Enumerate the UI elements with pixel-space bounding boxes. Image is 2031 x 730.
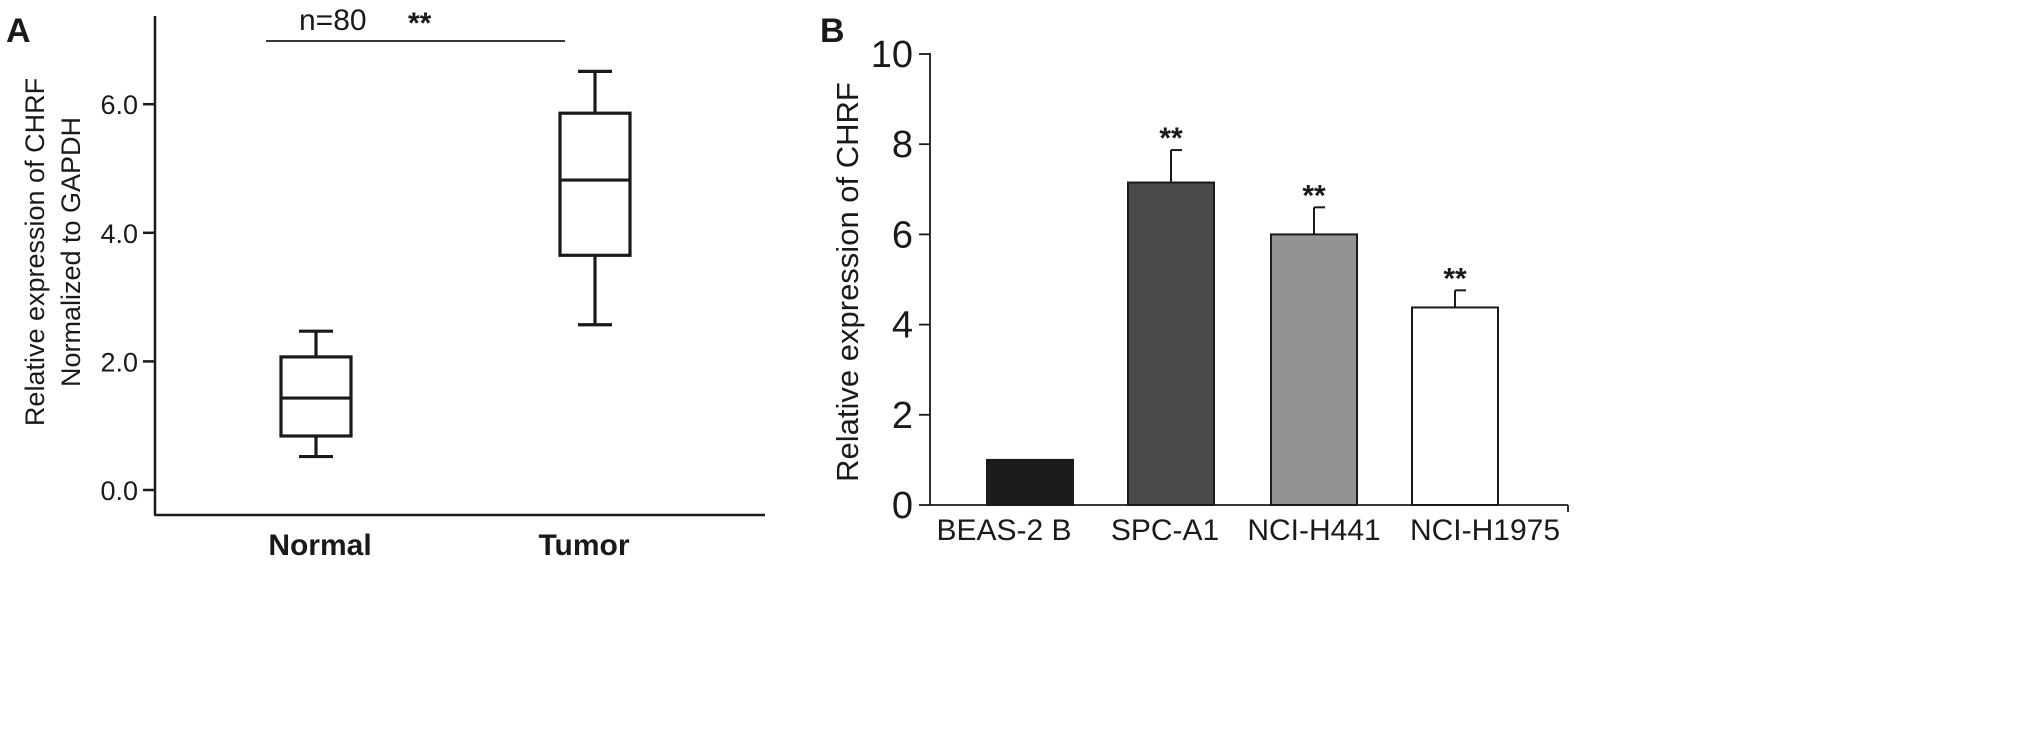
panel-a-significance: ** <box>408 7 432 40</box>
box-body <box>279 355 353 438</box>
panel-b-x-tick-label: SPC-A1 <box>1111 514 1219 547</box>
bar-group-1: ** <box>1127 122 1215 506</box>
panel-a-boxes <box>279 69 632 459</box>
box-normal <box>279 329 353 459</box>
bar <box>986 458 1074 506</box>
panel-a-box-plot: A Relative expression of CHRF Normalized… <box>6 4 765 562</box>
panel-a-x-tick-label: Tumor <box>538 529 629 562</box>
bar <box>1411 306 1499 506</box>
panel-b-y-tick-label: 4 <box>892 305 913 347</box>
bar-group-0 <box>986 458 1074 506</box>
panel-b-x-tick-label: NCI-H1975 <box>1410 514 1560 547</box>
panel-b-y-axis-label: Relative expression of CHRF <box>830 82 865 482</box>
bar-significance: ** <box>1443 262 1467 295</box>
bar <box>1270 233 1358 506</box>
panel-b-label: B <box>820 12 845 50</box>
bar-group-2: ** <box>1270 179 1358 506</box>
bar-significance: ** <box>1159 122 1183 155</box>
bar-group-3: ** <box>1411 262 1499 506</box>
bar-significance: ** <box>1302 179 1326 212</box>
panel-a-y-tick-label: 6.0 <box>100 90 138 120</box>
panel-b-y-tick-label: 6 <box>892 214 913 256</box>
panel-b-x-tick-label: BEAS-2 B <box>936 514 1071 547</box>
panel-b-y-tick-label: 0 <box>892 485 913 527</box>
panel-b-y-tick-label: 2 <box>892 395 913 437</box>
panel-a-y-tick-label: 2.0 <box>100 347 138 377</box>
panel-b-bar-chart: B Relative expression of CHRF 0 2 4 6 8 10 **… <box>820 12 1569 547</box>
panel-a-x-tick-labels: Normal Tumor <box>268 529 630 562</box>
panel-b-y-tick-label: 10 <box>871 34 913 76</box>
panel-b-x-tick-label: NCI-H441 <box>1247 514 1380 547</box>
panel-a-sample-size: n=80 <box>299 4 367 37</box>
panel-a-y-label-line-2: Normalized to GAPDH <box>56 117 86 387</box>
box-tumor <box>558 69 632 327</box>
panel-a-y-ticks: 0.0 2.0 4.0 6.0 <box>100 90 155 506</box>
panel-a-label: A <box>6 12 31 50</box>
panel-a-y-axis-label: Relative expression of CHRF Normalized t… <box>20 78 86 426</box>
panel-b-x-tick-labels: BEAS-2 B SPC-A1 NCI-H441 NCI-H1975 <box>936 514 1560 547</box>
panel-b-y-ticks: 0 2 4 6 8 10 <box>871 34 930 527</box>
panel-a-y-tick-label: 4.0 <box>100 219 138 249</box>
box-body <box>558 111 632 257</box>
panel-b-y-tick-label: 8 <box>892 124 913 166</box>
bar <box>1127 181 1215 506</box>
panel-a-y-label-line-1: Relative expression of CHRF <box>20 78 50 426</box>
panel-b-bars: ** ** ** <box>986 122 1499 506</box>
panel-a-x-tick-label: Normal <box>268 529 371 562</box>
panel-a-y-tick-label: 0.0 <box>100 476 138 506</box>
